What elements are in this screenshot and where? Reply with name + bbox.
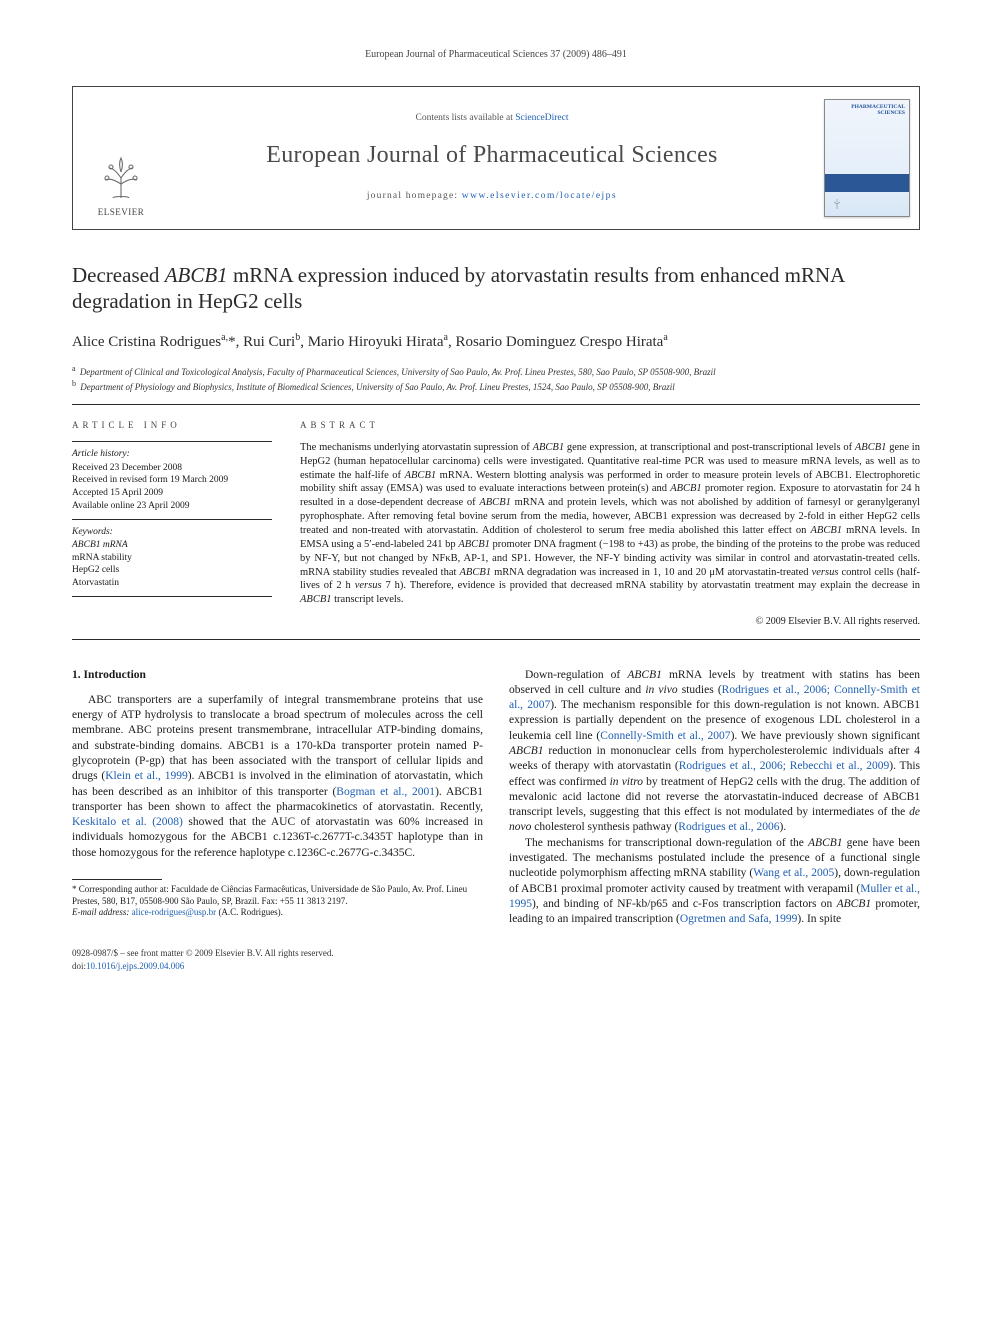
journal-name: European Journal of Pharmaceutical Scien…	[266, 139, 717, 171]
journal-homepage-link[interactable]: www.elsevier.com/locate/ejps	[462, 191, 617, 201]
cover-publisher-mark-icon	[831, 198, 843, 210]
footnote-separator	[72, 879, 162, 880]
keyword: Atorvastatin	[72, 577, 272, 590]
keywords-head: Keywords:	[72, 526, 272, 539]
email-suffix: (A.C. Rodrigues).	[218, 907, 283, 917]
body-paragraph: Down-regulation of ABCB1 mRNA levels by …	[509, 668, 920, 836]
page-footer: 0928-0987/$ – see front matter © 2009 El…	[72, 947, 920, 971]
abstract-column: abstract The mechanisms underlying atorv…	[300, 419, 920, 629]
divider	[72, 519, 272, 520]
divider	[72, 441, 272, 442]
abstract-text: The mechanisms underlying atorvastatin s…	[300, 441, 920, 607]
contents-prefix: Contents lists available at	[415, 113, 515, 123]
history-online: Available online 23 April 2009	[72, 500, 272, 513]
email-label: E-mail address:	[72, 907, 129, 917]
divider	[72, 639, 920, 640]
front-matter-line: 0928-0987/$ – see front matter © 2009 El…	[72, 947, 334, 959]
journal-cover-thumbnail: PHARMACEUTICAL SCIENCES	[824, 99, 910, 217]
corresponding-author-text: * Corresponding author at: Faculdade de …	[72, 884, 483, 907]
author-list: Alice Cristina Rodriguesa,*, Rui Curib, …	[72, 331, 920, 352]
contents-lists-line: Contents lists available at ScienceDirec…	[415, 112, 568, 125]
article-info-label: article info	[72, 419, 272, 431]
body-two-column: 1. Introduction ABC transporters are a s…	[72, 668, 920, 928]
keyword: mRNA stability	[72, 552, 272, 565]
history-revised: Received in revised form 19 March 2009	[72, 474, 272, 487]
affiliation-b: b Department of Physiology and Biophysic…	[72, 378, 920, 394]
masthead-center: Contents lists available at ScienceDirec…	[169, 87, 815, 229]
history-received: Received 23 December 2008	[72, 462, 272, 475]
divider	[72, 404, 920, 405]
corresponding-email-link[interactable]: alice-rodrigues@usp.br	[132, 907, 217, 917]
journal-homepage-line: journal homepage: www.elsevier.com/locat…	[367, 190, 617, 203]
journal-masthead: ELSEVIER Contents lists available at Sci…	[72, 86, 920, 230]
homepage-prefix: journal homepage:	[367, 191, 462, 201]
abstract-label: abstract	[300, 419, 920, 431]
publisher-name: ELSEVIER	[98, 206, 145, 218]
corresponding-author-footnote: * Corresponding author at: Faculdade de …	[72, 884, 483, 919]
sciencedirect-link[interactable]: ScienceDirect	[515, 113, 568, 123]
keyword: HepG2 cells	[72, 564, 272, 577]
keyword: ABCB1 mRNA	[72, 539, 272, 552]
cover-label-2: SCIENCES	[877, 110, 905, 116]
doi-prefix: doi:	[72, 961, 86, 971]
section-heading-introduction: 1. Introduction	[72, 668, 483, 683]
doi-link[interactable]: 10.1016/j.ejps.2009.04.006	[86, 961, 184, 971]
body-paragraph: ABC transporters are a superfamily of in…	[72, 693, 483, 861]
abstract-copyright: © 2009 Elsevier B.V. All rights reserved…	[300, 615, 920, 629]
article-history-head: Article history:	[72, 448, 272, 461]
body-paragraph: The mechanisms for transcriptional down-…	[509, 836, 920, 928]
publisher-logo-cell: ELSEVIER	[73, 87, 169, 229]
article-title: Decreased ABCB1 mRNA expression induced …	[72, 262, 920, 316]
running-header: European Journal of Pharmaceutical Scien…	[72, 48, 920, 62]
cover-thumbnail-cell: PHARMACEUTICAL SCIENCES	[815, 87, 919, 229]
divider	[72, 596, 272, 597]
affiliations: a Department of Clinical and Toxicologic…	[72, 363, 920, 394]
elsevier-tree-icon	[99, 156, 143, 200]
footer-left: 0928-0987/$ – see front matter © 2009 El…	[72, 947, 334, 971]
article-info-column: article info Article history: Received 2…	[72, 419, 272, 629]
history-accepted: Accepted 15 April 2009	[72, 487, 272, 500]
affiliation-a: a Department of Clinical and Toxicologic…	[72, 363, 920, 379]
